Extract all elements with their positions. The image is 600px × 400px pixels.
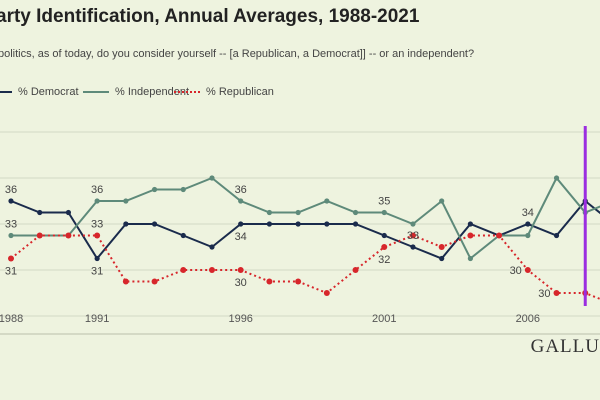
legend-swatch-republican <box>174 91 200 94</box>
series-2-point-2007 <box>553 290 560 296</box>
series-0-point-1999 <box>324 221 330 227</box>
legend-swatch-democrat <box>0 91 12 94</box>
series-0-point-1994 <box>180 232 186 239</box>
series-2-point-2000 <box>352 267 359 273</box>
series-2-point-2002 <box>409 232 416 239</box>
series-0-point-2000 <box>352 221 359 227</box>
series-0-point-1991 <box>94 255 100 262</box>
series-2-point-1990 <box>65 232 72 239</box>
legend-item-republican: % Republican <box>174 86 274 98</box>
data-label-14: 30 <box>538 288 550 300</box>
x-tick-label-1988: 1988 <box>0 313 23 325</box>
series-2-point-1999 <box>323 290 330 296</box>
series-0-point-1995 <box>209 244 215 250</box>
series-1-point-2002 <box>410 221 416 227</box>
data-label-2: 31 <box>5 266 17 278</box>
series-1-point-1993 <box>151 186 158 193</box>
series-2-point-2006 <box>524 267 531 273</box>
legend-label-independent: % Independent <box>115 86 190 98</box>
series-0-point-2004 <box>467 221 473 227</box>
series-1-point-1991 <box>94 198 100 204</box>
series-line-1 <box>11 176 600 261</box>
legend-label-republican: % Republican <box>206 86 274 98</box>
series-1-point-1997 <box>266 209 273 216</box>
data-label-9: 35 <box>378 196 390 208</box>
data-label-12: 34 <box>522 207 534 219</box>
data-label-4: 33 <box>91 219 103 231</box>
data-label-3: 36 <box>91 184 103 196</box>
series-0-point-1989 <box>37 209 43 216</box>
series-0-point-1997 <box>266 221 273 227</box>
series-2-point-1988 <box>8 255 14 262</box>
series-2-point-2005 <box>496 232 503 239</box>
series-1-point-1996 <box>238 198 244 204</box>
series-1-point-1998 <box>295 209 301 216</box>
series-0-point-2001 <box>381 232 387 239</box>
x-tick-label-2006: 2006 <box>516 313 540 325</box>
series-2-point-1998 <box>295 278 302 285</box>
data-label-5: 31 <box>91 266 103 278</box>
series-2-point-1994 <box>180 267 187 273</box>
series-1-point-2000 <box>352 209 359 216</box>
series-0-point-1988 <box>8 198 14 204</box>
series-line-2 <box>10 234 600 300</box>
series-2-point-1995 <box>208 267 215 273</box>
data-label-13: 30 <box>510 265 522 277</box>
legend-label-democrat: % Democrat <box>18 86 79 98</box>
x-tick-label-1996: 1996 <box>228 313 252 325</box>
series-1-point-1988 <box>8 232 14 239</box>
gallup-logo: GALLU <box>530 336 600 357</box>
series-1-point-1992 <box>123 198 129 204</box>
series-1-point-1999 <box>324 198 330 204</box>
series-1-point-2006 <box>525 232 531 239</box>
series-2-point-1993 <box>151 278 158 285</box>
series-1-point-1995 <box>209 175 215 181</box>
chart-title: arty Identification, Annual Averages, 19… <box>0 6 420 27</box>
series-0-point-1992 <box>123 221 129 227</box>
series-0-point-1998 <box>295 221 301 227</box>
series-2-point-1989 <box>36 232 43 239</box>
legend-item-independent: % Independent <box>83 86 189 98</box>
series-1-point-2003 <box>439 198 445 204</box>
chart-subtitle: politics, as of today, do you consider y… <box>0 48 475 60</box>
series-2-point-2001 <box>381 244 388 250</box>
series-0-point-1990 <box>65 209 72 216</box>
x-tick-label-2001: 2001 <box>372 313 396 325</box>
series-1-point-2001 <box>381 209 387 216</box>
series-line-0 <box>10 199 600 261</box>
legend-item-democrat: % Democrat <box>0 86 79 98</box>
series-1-point-1994 <box>180 186 186 193</box>
data-label-10: 33 <box>407 230 419 242</box>
x-tick-label-1991: 1991 <box>85 313 109 325</box>
series-2-point-1991 <box>94 232 101 239</box>
legend-swatch-independent <box>83 91 109 94</box>
series-0-point-1993 <box>151 221 158 227</box>
series-1-point-2007 <box>553 175 560 181</box>
data-label-8: 30 <box>235 277 247 289</box>
series-0-point-2002 <box>410 244 416 250</box>
series-1-point-2004 <box>467 255 473 262</box>
data-label-1: 33 <box>5 219 17 231</box>
data-label-6: 36 <box>235 184 247 196</box>
data-label-0: 36 <box>5 184 17 196</box>
series-0-point-2003 <box>439 255 445 262</box>
series-0-point-2006 <box>525 221 531 227</box>
series-2-point-1992 <box>122 278 129 285</box>
series-0-point-2007 <box>553 232 560 239</box>
series-2-point-1996 <box>237 267 244 273</box>
series-2-point-1997 <box>266 278 273 285</box>
data-label-7: 34 <box>235 231 247 243</box>
series-2-point-2004 <box>467 232 474 239</box>
series-0-point-1996 <box>238 221 244 227</box>
data-label-11: 32 <box>378 254 390 266</box>
series-2-point-2003 <box>438 244 445 250</box>
